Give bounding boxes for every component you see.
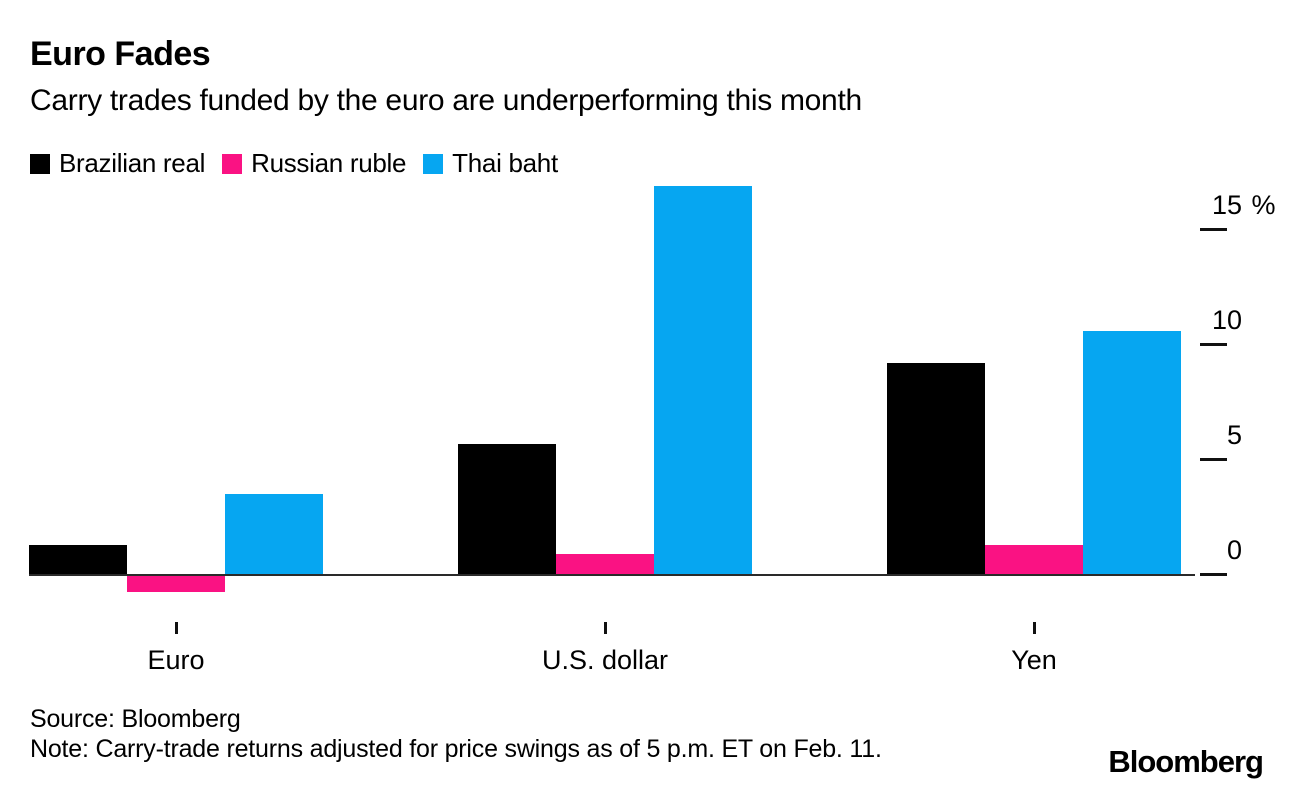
x-tick-mark	[1033, 622, 1036, 634]
y-tick-label: 15 %	[1211, 190, 1276, 220]
bar-brazilian-real-euro	[29, 545, 127, 575]
chart-legend: Brazilian real Russian ruble Thai baht	[30, 148, 558, 179]
bar-thai-baht-yen	[1083, 331, 1181, 575]
bar-russian-ruble-u-s-dollar	[556, 554, 654, 575]
bar-brazilian-real-u-s-dollar	[458, 444, 556, 575]
legend-item-brazilian-real: Brazilian real	[30, 148, 205, 179]
legend-label: Brazilian real	[59, 148, 206, 178]
thai-baht-swatch-icon	[423, 153, 444, 174]
note-text: Note: Carry-trade returns adjusted for p…	[30, 735, 882, 763]
chart-subtitle: Carry trades funded by the euro are unde…	[30, 84, 862, 117]
x-tick-mark	[604, 622, 607, 634]
y-tick-label: 10	[1211, 305, 1242, 335]
bar-brazilian-real-yen	[887, 363, 985, 575]
category-label-u-s-dollar: U.S. dollar	[541, 645, 669, 675]
y-tick-mark	[1200, 573, 1227, 576]
x-axis-baseline	[29, 574, 1195, 576]
bar-russian-ruble-yen	[985, 545, 1083, 575]
x-tick-mark	[175, 622, 178, 634]
y-tick-mark	[1200, 228, 1227, 231]
russian-ruble-swatch-icon	[222, 153, 243, 174]
brazilian-real-swatch-icon	[30, 153, 50, 174]
bar-russian-ruble-euro	[127, 576, 225, 592]
bloomberg-logo: Bloomberg	[1108, 744, 1264, 779]
y-tick-mark	[1200, 343, 1227, 346]
category-label-euro: Euro	[147, 645, 205, 675]
legend-item-russian-ruble: Russian ruble	[222, 148, 406, 179]
chart-title: Euro Fades	[30, 35, 211, 73]
y-axis-unit: %	[1244, 190, 1276, 220]
legend-item-thai-baht: Thai baht	[423, 148, 558, 179]
category-label-yen: Yen	[1011, 645, 1057, 675]
legend-label: Russian ruble	[251, 148, 407, 178]
y-tick-label: 0	[1226, 535, 1242, 565]
bar-thai-baht-u-s-dollar	[654, 186, 752, 575]
legend-label: Thai baht	[452, 148, 558, 178]
source-text: Source: Bloomberg	[30, 705, 241, 733]
y-tick-label: 5	[1226, 420, 1242, 450]
bar-thai-baht-euro	[225, 494, 323, 575]
y-tick-mark	[1200, 458, 1227, 461]
